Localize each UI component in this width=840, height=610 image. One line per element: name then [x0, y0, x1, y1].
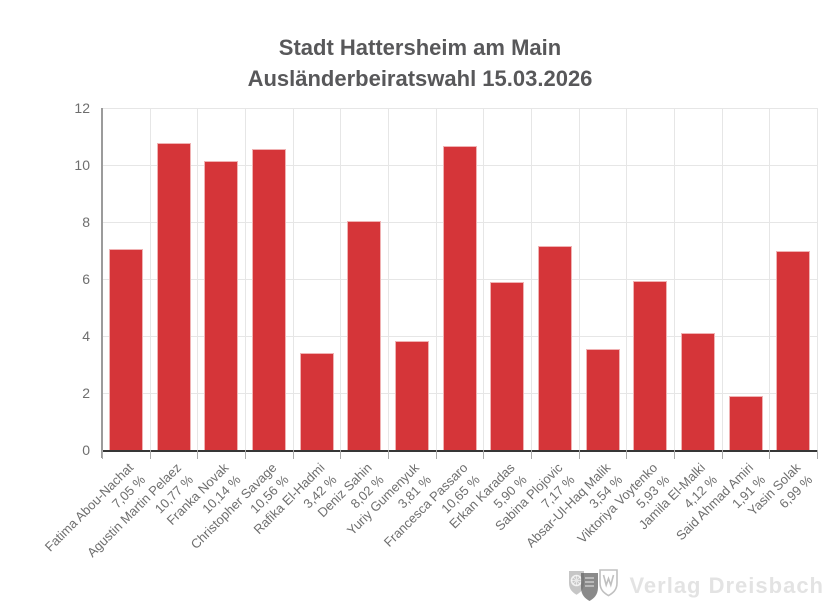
bar-yuriy-gumenyuk[interactable] [394, 341, 429, 450]
x-axis-tick [293, 450, 294, 459]
y-tick-label: 0 [82, 442, 90, 458]
x-gridline [149, 108, 151, 450]
x-gridline [816, 108, 818, 450]
x-gridline [387, 108, 389, 450]
x-gridline [196, 108, 198, 450]
watermark: Verlag Dreisbach [567, 566, 824, 606]
bar-agustin-martin-pelaez[interactable] [156, 143, 191, 450]
x-gridline [721, 108, 723, 450]
bar-said-ahmad-amiri[interactable] [728, 395, 763, 450]
x-gridline [673, 108, 675, 450]
x-gridline [244, 108, 246, 450]
y-axis-line [101, 108, 103, 458]
x-axis-tick [769, 450, 770, 459]
bar-christopher-savage[interactable] [251, 149, 286, 450]
bar-sabina-plojovic[interactable] [537, 245, 572, 450]
chart-title-line1: Stadt Hattersheim am Main [278, 35, 562, 60]
x-gridline [768, 108, 770, 450]
y-tick-label: 8 [82, 214, 90, 230]
bar-erkan-karadas[interactable] [490, 281, 525, 450]
x-gridline [482, 108, 484, 450]
x-axis-tick [245, 450, 246, 459]
chart-title-line2: Ausländerbeiratswahl 15.03.2026 [247, 66, 593, 91]
x-axis-tick [722, 450, 723, 459]
x-axis-tick [579, 450, 580, 459]
x-gridline [339, 108, 341, 450]
x-gridline [292, 108, 294, 450]
x-gridline [578, 108, 580, 450]
x-gridline [530, 108, 532, 450]
bar-yasin-solak[interactable] [776, 250, 811, 450]
x-axis-tick [674, 450, 675, 459]
bar-franka-novak[interactable] [204, 161, 239, 450]
bar-jamila-el-malki[interactable] [680, 332, 715, 450]
x-axis-tick [817, 450, 818, 459]
bar-absar-ul-haq-malik[interactable] [585, 349, 620, 450]
bar-fatima-abou-nachat[interactable] [108, 249, 143, 450]
x-axis-tick [197, 450, 198, 459]
y-gridline [102, 107, 817, 109]
watermark-text: Verlag Dreisbach [629, 573, 824, 598]
bar-viktoriya-voytenko[interactable] [633, 281, 668, 450]
bar-rafika-el-hadmi[interactable] [299, 352, 334, 450]
plot-area [102, 107, 818, 450]
chart-title: Stadt Hattersheim am Main Ausländerbeira… [0, 32, 840, 94]
x-axis-tick [388, 450, 389, 459]
bar-deniz-sahin[interactable] [347, 221, 382, 450]
bar-francesca-passaro[interactable] [442, 146, 477, 450]
x-axis-tick [531, 450, 532, 459]
x-axis-tick [436, 450, 437, 459]
x-axis-tick [150, 450, 151, 459]
y-tick-label: 2 [82, 385, 90, 401]
x-axis-tick [626, 450, 627, 459]
publisher-crests-icon [569, 569, 619, 601]
y-tick-label: 6 [82, 271, 90, 287]
x-axis-line [102, 450, 817, 452]
x-gridline [625, 108, 627, 450]
x-axis-tick [483, 450, 484, 459]
x-gridline [435, 108, 437, 450]
y-tick-label: 10 [74, 157, 90, 173]
x-axis-tick [102, 450, 103, 459]
y-tick-label: 4 [82, 328, 90, 344]
y-tick-label: 12 [74, 100, 90, 116]
x-axis-tick [340, 450, 341, 459]
